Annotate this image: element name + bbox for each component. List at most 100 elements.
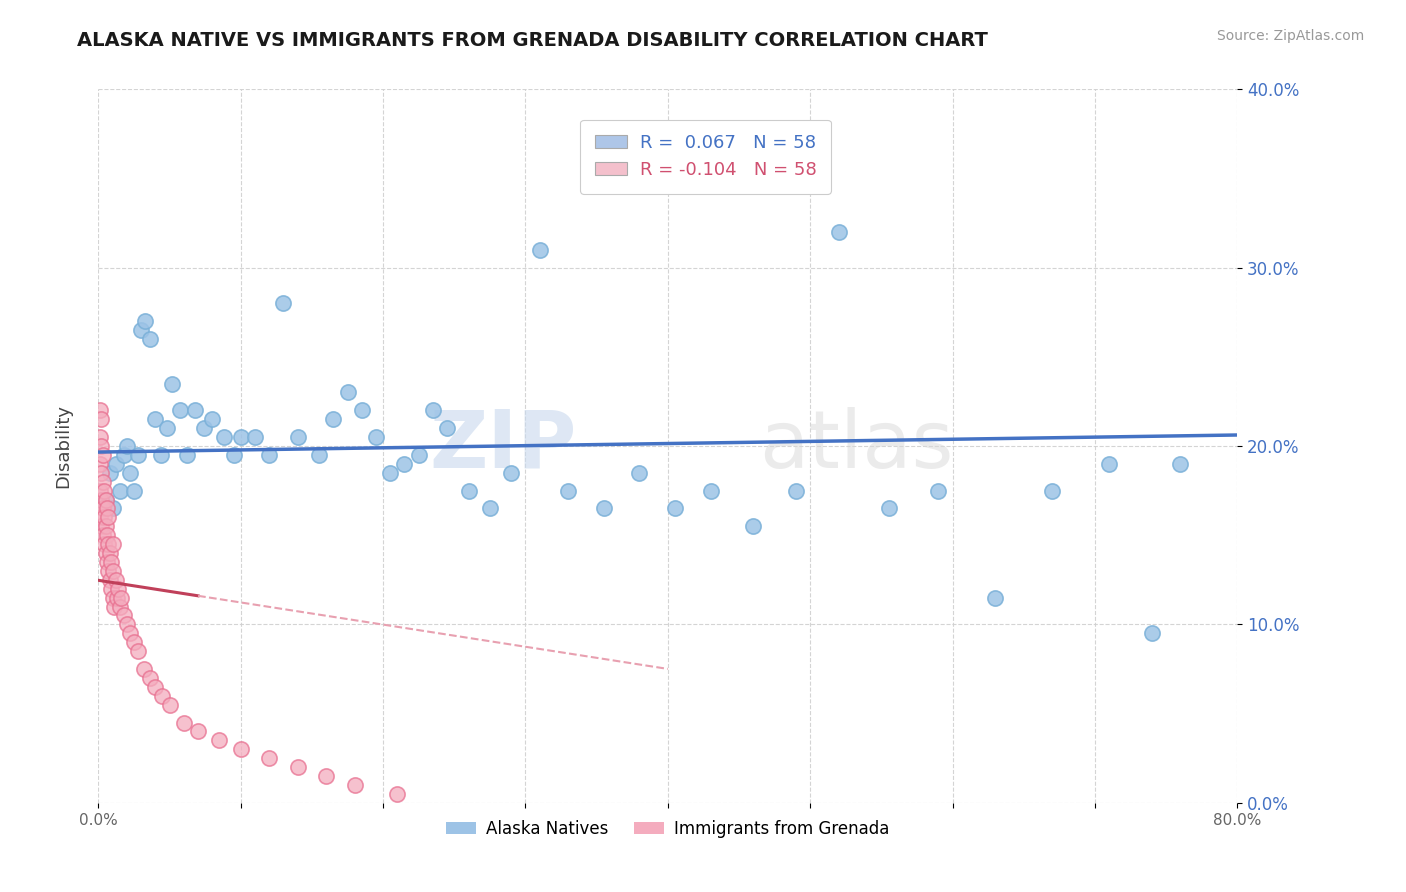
Point	[138, 671, 160, 685]
Point	[350, 403, 373, 417]
Point	[145, 412, 167, 426]
Point	[115, 617, 138, 632]
Point	[96, 555, 118, 569]
Legend: Alaska Natives, Immigrants from Grenada: Alaska Natives, Immigrants from Grenada	[440, 814, 896, 845]
Text: Source: ZipAtlas.com: Source: ZipAtlas.com	[1216, 29, 1364, 43]
Point	[91, 475, 114, 489]
Point	[97, 537, 120, 551]
Point	[94, 492, 117, 507]
Point	[107, 582, 129, 596]
Point	[103, 599, 125, 614]
Point	[457, 483, 479, 498]
Point	[94, 492, 117, 507]
Point	[229, 742, 252, 756]
Point	[98, 546, 121, 560]
Point	[89, 403, 111, 417]
Point	[91, 501, 114, 516]
Point	[127, 448, 149, 462]
Point	[118, 466, 141, 480]
Point	[129, 323, 152, 337]
Point	[394, 457, 416, 471]
Point	[89, 457, 111, 471]
Point	[408, 448, 430, 462]
Point	[98, 573, 121, 587]
Point	[115, 439, 138, 453]
Point	[104, 457, 127, 471]
Point	[557, 483, 579, 498]
Point	[101, 564, 124, 578]
Point	[243, 430, 266, 444]
Point	[877, 501, 900, 516]
Point	[134, 314, 156, 328]
Point	[628, 466, 651, 480]
Point	[322, 412, 344, 426]
Point	[101, 537, 124, 551]
Text: ZIP: ZIP	[429, 407, 576, 485]
Point	[828, 225, 851, 239]
Point	[380, 466, 402, 480]
Point	[90, 412, 112, 426]
Point	[785, 483, 807, 498]
Point	[159, 698, 181, 712]
Point	[436, 421, 458, 435]
Point	[169, 403, 191, 417]
Point	[201, 412, 224, 426]
Point	[150, 448, 173, 462]
Point	[97, 564, 120, 578]
Point	[93, 510, 115, 524]
Point	[108, 599, 131, 614]
Point	[184, 403, 207, 417]
Text: Disability: Disability	[55, 404, 72, 488]
Point	[112, 448, 135, 462]
Point	[193, 421, 215, 435]
Point	[89, 483, 111, 498]
Point	[93, 483, 115, 498]
Point	[699, 483, 721, 498]
Point	[501, 466, 523, 480]
Point	[112, 608, 135, 623]
Point	[287, 760, 309, 774]
Point	[343, 778, 366, 792]
Point	[287, 430, 309, 444]
Point	[1098, 457, 1121, 471]
Point	[145, 680, 167, 694]
Point	[364, 430, 387, 444]
Point	[127, 644, 149, 658]
Point	[94, 546, 117, 560]
Point	[89, 430, 111, 444]
Point	[89, 510, 111, 524]
Point	[104, 573, 127, 587]
Point	[97, 510, 120, 524]
Point	[927, 483, 949, 498]
Point	[529, 243, 551, 257]
Point	[96, 501, 118, 516]
Point	[336, 385, 359, 400]
Point	[315, 769, 337, 783]
Point	[91, 448, 114, 462]
Point	[664, 501, 686, 516]
Point	[118, 626, 141, 640]
Point	[387, 787, 409, 801]
Point	[173, 715, 195, 730]
Point	[91, 528, 114, 542]
Point	[1170, 457, 1192, 471]
Text: atlas: atlas	[759, 407, 953, 485]
Point	[101, 591, 124, 605]
Point	[1040, 483, 1063, 498]
Point	[592, 501, 614, 516]
Point	[259, 751, 281, 765]
Point	[229, 430, 252, 444]
Point	[1140, 626, 1163, 640]
Point	[110, 591, 132, 605]
Point	[105, 591, 128, 605]
Point	[122, 483, 145, 498]
Point	[100, 582, 122, 596]
Point	[90, 519, 112, 533]
Point	[222, 448, 245, 462]
Point	[478, 501, 501, 516]
Point	[212, 430, 235, 444]
Point	[132, 662, 155, 676]
Point	[156, 421, 179, 435]
Point	[152, 689, 174, 703]
Point	[122, 635, 145, 649]
